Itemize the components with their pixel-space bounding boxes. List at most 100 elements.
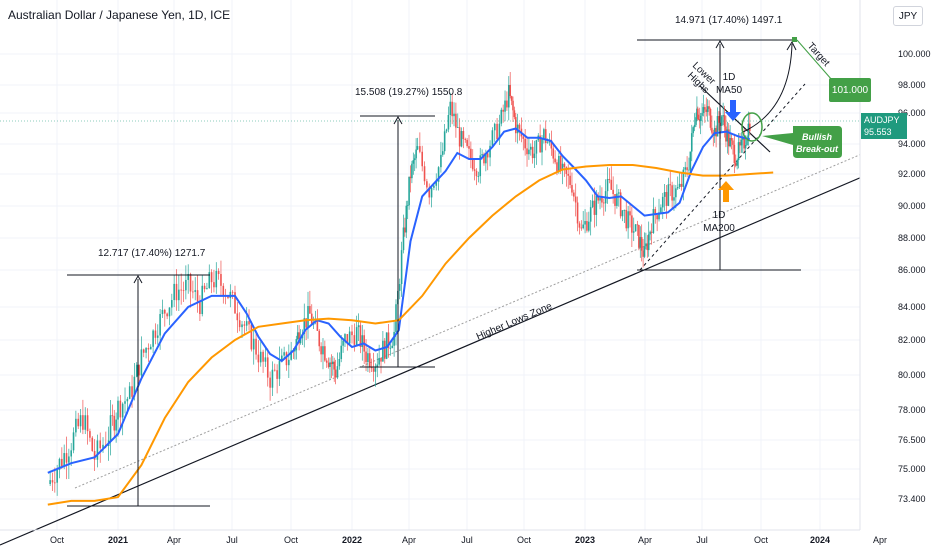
candle-body xyxy=(70,450,72,457)
measure-1-label: 12.717 (17.40%) 1271.7 xyxy=(98,248,206,259)
candle-body xyxy=(370,366,373,369)
y-tick-label: 92.000 xyxy=(898,169,926,179)
candle-body xyxy=(378,357,380,365)
measure-1: 12.717 (17.40%) 1271.7 xyxy=(67,248,210,507)
candle-body xyxy=(443,131,446,152)
candle-body xyxy=(524,138,526,149)
candle-body xyxy=(632,231,635,233)
candle-body xyxy=(571,185,573,193)
candle-body xyxy=(298,332,300,344)
y-tick-label: 94.000 xyxy=(898,139,926,149)
currency-button[interactable]: JPY xyxy=(893,6,923,26)
candle-body xyxy=(702,107,705,113)
candle-body xyxy=(156,335,159,338)
candle-body xyxy=(415,149,417,159)
candle-body xyxy=(640,237,643,251)
candle-body xyxy=(113,415,116,431)
candle-body xyxy=(642,250,644,257)
candle-body xyxy=(477,176,480,177)
y-tick-label: 84.000 xyxy=(898,302,926,312)
y-tick-label: 78.000 xyxy=(898,405,926,415)
target-price-box: 101.000 xyxy=(829,78,871,102)
y-tick-label: 96.000 xyxy=(898,108,926,118)
candle-body xyxy=(336,366,339,378)
candle-body xyxy=(616,193,618,206)
candle-body xyxy=(654,209,657,216)
candle-body xyxy=(330,362,333,365)
candle-body xyxy=(665,192,668,206)
candle-body xyxy=(737,142,740,161)
measure-2-label: 15.508 (19.27%) 1550.8 xyxy=(355,87,463,98)
candle-body xyxy=(109,415,112,441)
candle-body xyxy=(458,127,461,147)
candle-body xyxy=(500,109,503,124)
candle-body xyxy=(406,205,409,207)
candle-body xyxy=(342,340,344,346)
ma50-label-2: MA50 xyxy=(716,85,743,96)
lower-highs-line xyxy=(699,85,771,153)
candle-body xyxy=(744,144,747,149)
candle-body xyxy=(734,163,737,166)
candle-body xyxy=(231,291,234,293)
candle-body xyxy=(159,314,161,336)
candle-body xyxy=(663,192,666,197)
candle-body xyxy=(115,419,117,431)
candle-body xyxy=(241,324,243,328)
candle-body xyxy=(413,158,416,161)
candle-body xyxy=(389,347,392,349)
candle-body xyxy=(591,200,594,208)
callout-line-2: Break-out xyxy=(796,144,839,154)
measure-2: 15.508 (19.27%) 1550.8 xyxy=(355,87,463,368)
candle-body xyxy=(699,115,702,122)
candle-body xyxy=(646,243,649,251)
candle-body xyxy=(58,458,61,470)
candle-body xyxy=(451,101,453,117)
candle-body xyxy=(416,146,419,150)
y-tick-label: 75.000 xyxy=(898,464,926,474)
candle-body xyxy=(111,415,114,417)
candle-body xyxy=(259,351,262,363)
candle-body xyxy=(154,330,157,338)
candle-body xyxy=(147,347,150,350)
candle-body xyxy=(54,482,56,484)
candle-body xyxy=(739,142,741,146)
candle-body xyxy=(589,207,592,222)
ma200-label-1: 1D xyxy=(713,210,726,221)
measure-3: 14.971 (17.40%) 1497.1 xyxy=(637,15,801,271)
higher-lows-trendline xyxy=(0,164,891,546)
candle-body xyxy=(411,163,413,179)
candle-body xyxy=(152,330,154,347)
candle-body xyxy=(428,187,431,198)
candle-body xyxy=(470,148,472,160)
y-axis-background xyxy=(860,0,932,550)
y-tick-label: 80.000 xyxy=(898,370,926,380)
candle-body xyxy=(647,234,650,251)
arrow-up-icon xyxy=(393,115,403,125)
candle-body xyxy=(307,306,309,328)
candle-body xyxy=(541,139,543,153)
candle-body xyxy=(327,362,330,367)
candle-body xyxy=(522,136,525,139)
candle-body xyxy=(698,119,701,122)
candle-body xyxy=(716,116,719,137)
current-price-tag: AUDJPY 95.553 15:26:49 xyxy=(861,113,907,149)
candle-body xyxy=(440,154,442,168)
candle-body xyxy=(305,318,307,328)
candle-body xyxy=(79,415,82,427)
candle-body xyxy=(359,325,362,347)
candle-body xyxy=(82,415,84,430)
candle-body xyxy=(656,215,658,220)
candle-body xyxy=(563,163,566,168)
annotation-labels: 1D MA50 1D MA200 Lower Highs Target High… xyxy=(475,41,832,343)
candle-body xyxy=(468,146,470,149)
candle-body xyxy=(625,209,628,229)
candle-body xyxy=(426,181,428,188)
candle-body xyxy=(493,123,496,131)
candle-body xyxy=(419,146,421,152)
candle-body xyxy=(740,139,743,146)
candle-body xyxy=(726,129,729,142)
candle-body xyxy=(705,109,708,112)
candle-body xyxy=(357,325,360,328)
